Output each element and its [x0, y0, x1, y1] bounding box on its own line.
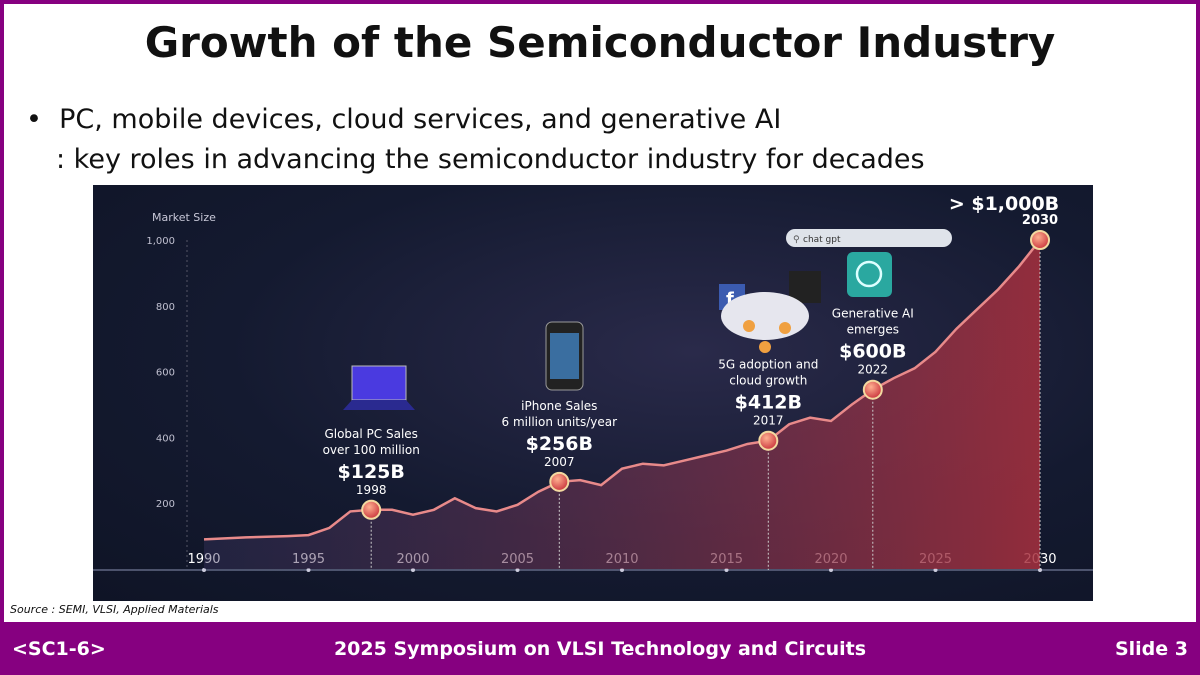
milestone-caption: 5G adoption and: [718, 358, 818, 372]
milestone-amount: > $1,000B: [949, 193, 1059, 215]
y-tick-label: 1,000: [146, 236, 175, 247]
milestone-year: 2007: [544, 455, 575, 469]
milestone-caption: emerges: [847, 323, 899, 337]
bullet-line-1: • PC, mobile devices, cloud services, an…: [26, 104, 782, 135]
slide: Growth of the Semiconductor Industry • P…: [4, 4, 1196, 622]
svg-text:f: f: [726, 289, 734, 310]
milestone-marker: [361, 499, 382, 520]
annotation-2007: 2007$256B 6 million units/year iPhone Sale…: [502, 399, 618, 570]
milestone-amount: $412B: [735, 392, 802, 414]
milestone-amount: $125B: [338, 461, 405, 483]
bullet-line-2: : key roles in advancing the semiconduct…: [56, 144, 925, 175]
milestone-marker: [758, 430, 779, 451]
y-tick-label: 800: [156, 302, 175, 313]
y-axis-label: Market Size: [152, 211, 216, 224]
annotation-2022: 2022$600B emerges Generative AI: [832, 307, 914, 570]
y-tick-label: 200: [156, 499, 175, 510]
milestone-marker: [549, 471, 570, 492]
milestone-caption: 6 million units/year: [502, 415, 618, 429]
conference-name: 2025 Symposium on VLSI Technology and Ci…: [333, 638, 867, 660]
annotation-2030: 2030> $1,000B: [949, 193, 1059, 570]
footer-bar: <SC1-6> 2025 Symposium on VLSI Technolog…: [0, 622, 1200, 675]
search-text: chat gpt: [803, 235, 841, 245]
milestone-caption: iPhone Sales: [521, 399, 597, 413]
market-size-line: [203, 239, 1041, 541]
session-code: <SC1-6>: [12, 638, 106, 660]
slide-title: Growth of the Semiconductor Industry: [144, 18, 1056, 67]
y-tick-label: 600: [156, 368, 175, 379]
milestone-amount: $256B: [526, 433, 593, 455]
area-fill: [204, 240, 1040, 569]
annotation-2017: 2017$412B cloud growth 5G adoption and: [718, 358, 818, 570]
y-tick-label: 400: [156, 433, 175, 444]
milestone-caption: Generative AI: [832, 307, 914, 321]
milestone-amount: $600B: [839, 341, 906, 363]
iphone-icon: [545, 321, 584, 391]
milestone-year: 2022: [858, 363, 889, 377]
chatgpt-icon: [847, 252, 892, 297]
cloud-icon: f: [719, 271, 821, 353]
milestone-marker: [1030, 230, 1050, 250]
search-icon: ⚲: [793, 235, 800, 245]
slide-number: Slide 3: [1114, 638, 1188, 660]
bullet-list: • PC, mobile devices, cloud services, an…: [26, 100, 925, 180]
milestone-year: 2017: [753, 414, 784, 428]
market-size-chart: Market Size 2004006008001,00019901995200…: [93, 185, 1093, 601]
milestone-caption: Global PC Sales: [324, 427, 417, 441]
milestone-year: 2030: [1022, 213, 1058, 228]
chart-svg: Market Size 2004006008001,00019901995200…: [93, 193, 1093, 572]
source-note: Source : SEMI, VLSI, Applied Materials: [10, 603, 219, 616]
milestone-marker: [862, 379, 883, 400]
annotation-1998: 1998$125B over 100 million Global PC Sales: [323, 427, 420, 570]
search-box: ⚲ chat gpt: [786, 229, 952, 247]
milestone-year: 1998: [356, 483, 387, 497]
laptop-icon: [343, 365, 415, 410]
milestone-caption: cloud growth: [729, 374, 807, 388]
milestone-caption: over 100 million: [323, 443, 420, 457]
